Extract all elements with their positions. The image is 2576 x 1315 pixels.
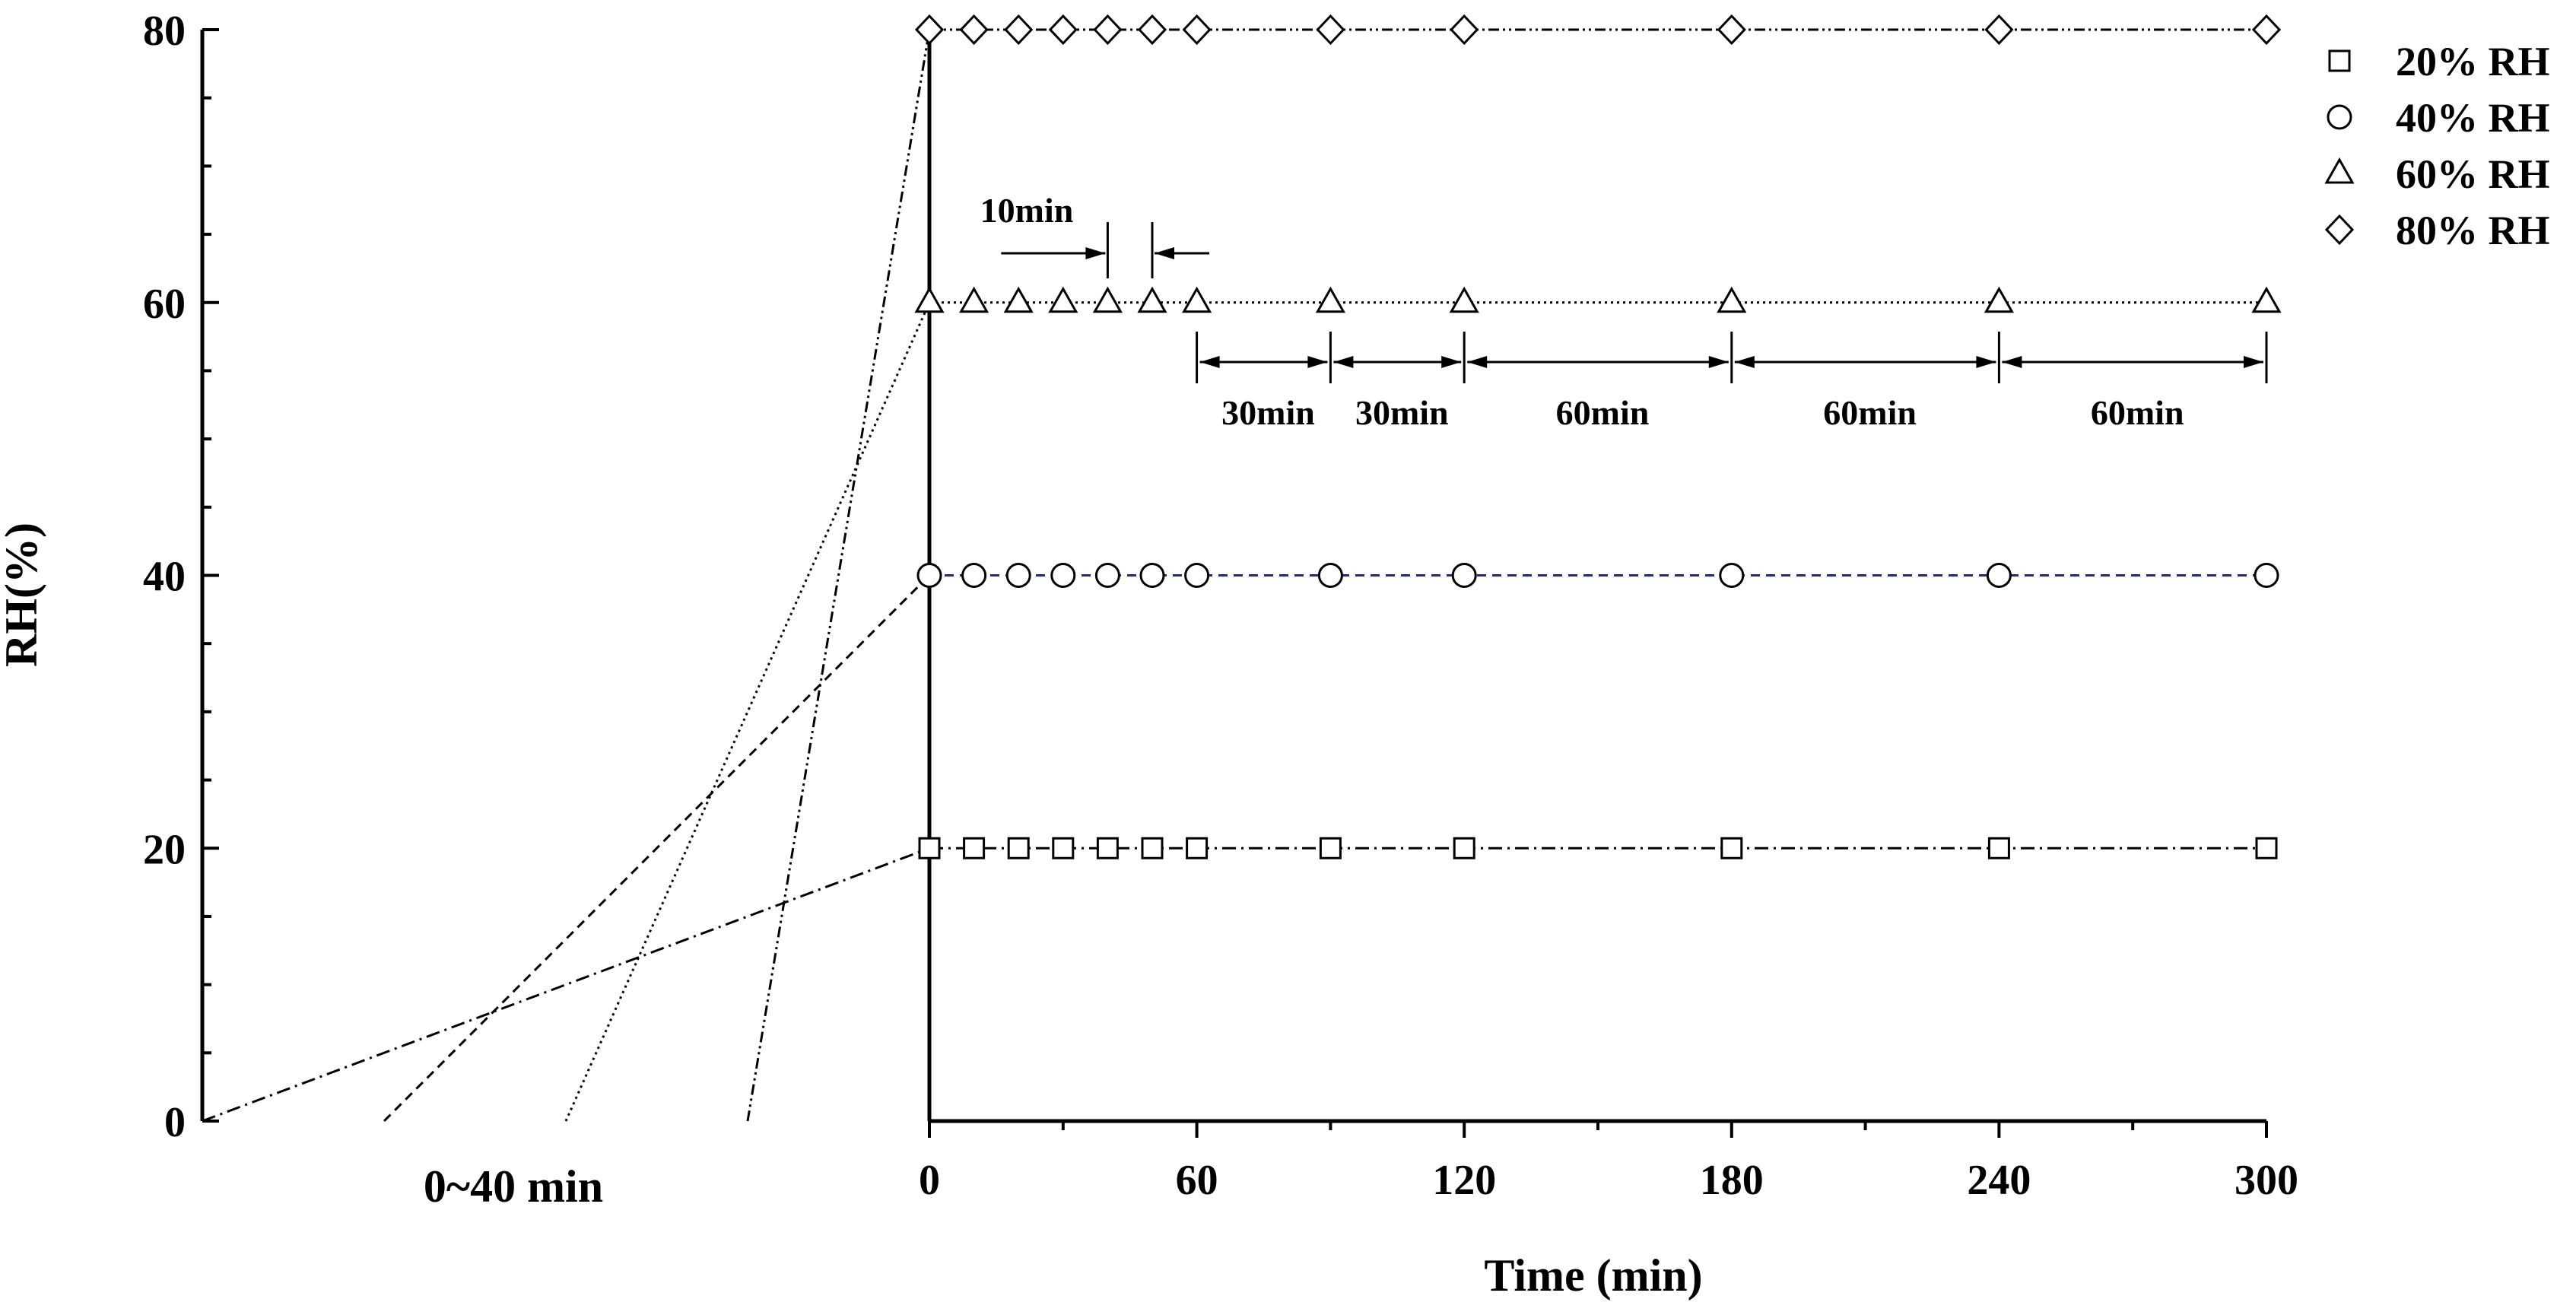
data-point — [1717, 14, 1746, 46]
data-point — [1137, 286, 1167, 313]
data-point — [2251, 14, 2282, 46]
y-tick-label: 80 — [143, 8, 186, 55]
data-point — [963, 837, 986, 859]
data-point — [1315, 286, 1345, 313]
data-point — [914, 286, 945, 313]
data-point — [1316, 14, 1345, 46]
data-point — [1186, 837, 1209, 859]
interval-label: 30min — [1221, 393, 1315, 432]
axes: 0 20 40 60 80 0 60 120 180 240 300 — [143, 8, 2298, 1204]
ramp-period-label: 0~40 min — [424, 1161, 603, 1212]
x-tick-label: 0 — [919, 1157, 940, 1204]
arrow-head — [1333, 356, 1354, 368]
y-tick-label: 40 — [143, 554, 186, 601]
legend-marker — [2328, 49, 2351, 72]
interval-label: 30min — [1355, 393, 1449, 432]
data-point — [1005, 563, 1031, 588]
series-lines — [202, 28, 2266, 1123]
data-point — [1984, 286, 2014, 313]
data-point — [1093, 14, 1123, 46]
y-axis-label: RH(%) — [0, 523, 46, 667]
data-point — [1141, 837, 1164, 859]
data-point — [1096, 837, 1119, 859]
y-tick-label: 60 — [143, 281, 186, 328]
data-point — [1048, 286, 1078, 313]
legend-label: 40% RH — [2396, 95, 2550, 141]
series-markers — [914, 14, 2282, 859]
data-point — [1182, 286, 1212, 313]
arrow-head — [1708, 356, 1729, 368]
data-point — [1719, 563, 1745, 588]
legend-label: 20% RH — [2396, 39, 2550, 84]
ramp-line-3 — [564, 302, 931, 1122]
data-point — [961, 563, 987, 588]
data-point — [1182, 14, 1212, 46]
arrow-head — [1734, 356, 1755, 368]
data-point — [1092, 286, 1123, 313]
legend-marker — [2324, 157, 2355, 184]
data-point — [959, 14, 989, 46]
ramp-line-2 — [383, 574, 931, 1123]
data-point — [2255, 837, 2278, 859]
arrow-head — [1155, 247, 1174, 259]
interval-label: 60min — [2091, 393, 2184, 432]
x-tick-label: 240 — [1967, 1157, 2031, 1204]
interval-label: 60min — [1823, 393, 1917, 432]
legend-label: 60% RH — [2396, 151, 2550, 197]
data-point — [1451, 563, 1477, 588]
small-interval-label: 10min — [980, 191, 1074, 230]
data-point — [1717, 286, 1747, 313]
data-point — [1139, 563, 1165, 588]
data-point — [1184, 563, 1210, 588]
ramp-line-1 — [202, 846, 930, 1123]
data-point — [918, 837, 941, 859]
data-point — [1048, 14, 1078, 46]
x-tick-label: 180 — [1700, 1157, 1764, 1204]
x-axis-label: Time (min) — [1484, 1250, 1702, 1301]
data-point — [1050, 563, 1076, 588]
arrow-head — [1199, 356, 1220, 368]
data-point — [1004, 14, 1034, 46]
data-point — [1450, 14, 1479, 46]
arrow-head — [1307, 356, 1328, 368]
arrow-head — [1976, 356, 1996, 368]
interval-label: 60min — [1556, 393, 1650, 432]
data-point — [1003, 286, 1034, 313]
ramp-line-4 — [746, 29, 931, 1122]
data-point — [2251, 286, 2282, 313]
data-point — [1720, 837, 1743, 859]
legend-label: 80% RH — [2396, 208, 2550, 253]
arrow-head — [1085, 247, 1106, 259]
data-point — [1986, 563, 2012, 588]
legend: 20% RH 40% RH 60% RH 80% RH — [2324, 39, 2550, 253]
annotations: 30min 30min 60min 60min 60min 10min — [980, 191, 2268, 432]
arrow-head — [1467, 356, 1488, 368]
data-point — [914, 14, 945, 46]
data-point — [1052, 837, 1075, 859]
legend-marker — [2324, 214, 2355, 246]
arrow-head — [2244, 356, 2263, 368]
x-tick-label: 300 — [2235, 1157, 2298, 1204]
y-tick-label: 0 — [164, 1099, 186, 1146]
x-tick-label: 60 — [1176, 1157, 1218, 1204]
data-point — [1319, 837, 1342, 859]
data-point — [1449, 286, 1479, 313]
data-point — [1007, 837, 1030, 859]
data-point — [916, 563, 942, 588]
x-tick-label: 120 — [1432, 1157, 1496, 1204]
data-point — [959, 286, 989, 313]
data-point — [2254, 563, 2279, 588]
arrow-head — [2002, 356, 2022, 368]
data-point — [1094, 563, 1120, 588]
data-point — [1137, 14, 1167, 46]
arrow-head — [1441, 356, 1462, 368]
data-point — [1984, 14, 2014, 46]
data-point — [1453, 837, 1475, 859]
data-point — [1317, 563, 1343, 588]
legend-marker — [2327, 104, 2352, 130]
data-point — [1987, 837, 2010, 859]
y-tick-label: 20 — [143, 826, 186, 873]
